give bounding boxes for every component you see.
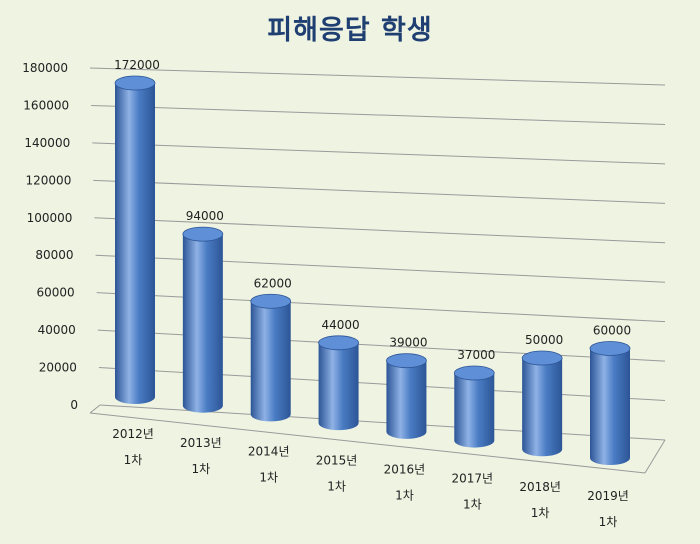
- bar: [115, 83, 155, 405]
- x-tick-label: 2018년: [519, 480, 561, 494]
- data-label: 50000: [525, 333, 563, 347]
- x-tick-label: 2012년: [112, 427, 154, 441]
- data-label: 94000: [186, 209, 224, 223]
- x-tick-label-line2: 1차: [192, 462, 211, 476]
- bar-top: [386, 353, 427, 369]
- data-label: 39000: [389, 336, 427, 350]
- data-label: 172000: [114, 58, 160, 72]
- y-tick-label: 40000: [38, 323, 76, 337]
- gridline: [92, 142, 666, 165]
- bar-top: [182, 226, 224, 242]
- data-label: 44000: [321, 318, 359, 332]
- y-tick-label: 0: [70, 398, 78, 412]
- x-tick-label: 2019년: [587, 489, 629, 503]
- bar: [182, 234, 223, 413]
- x-tick-label-line2: 1차: [463, 497, 482, 511]
- x-tick-label-line2: 1차: [259, 471, 278, 485]
- gridline: [93, 179, 666, 204]
- y-tick-label: 60000: [36, 286, 74, 300]
- bar-top: [453, 365, 495, 381]
- y-tick-label: 100000: [27, 211, 73, 225]
- y-tick-label: 140000: [24, 136, 70, 150]
- bar-top: [250, 293, 292, 309]
- x-tick-label-line2: 1차: [395, 488, 414, 502]
- y-tick-label: 120000: [26, 173, 72, 187]
- y-tick-label: 180000: [22, 61, 68, 75]
- bar-top: [318, 335, 359, 351]
- floor-edge-front: [89, 412, 646, 474]
- x-tick-label: 2015년: [316, 454, 358, 468]
- bar-top: [114, 75, 156, 91]
- bar: [590, 348, 630, 465]
- bar: [318, 342, 359, 431]
- data-label: 37000: [457, 348, 495, 362]
- y-tick-label: 160000: [23, 98, 69, 112]
- x-tick-label-line2: 1차: [531, 506, 550, 520]
- floor-edge-right: [644, 439, 666, 474]
- bar: [250, 301, 291, 422]
- bar: [454, 373, 495, 448]
- data-label: 60000: [593, 323, 631, 337]
- gridline: [96, 292, 666, 323]
- gridline: [94, 217, 666, 244]
- bar: [522, 358, 563, 457]
- y-tick-label: 20000: [39, 361, 77, 375]
- bar-top: [521, 350, 563, 366]
- x-tick-label: 2016년: [384, 462, 426, 476]
- x-tick-label-line2: 1차: [124, 453, 143, 467]
- floor-edge-left: [89, 404, 101, 414]
- x-tick-label: 2013년: [180, 436, 222, 450]
- y-tick-label: 80000: [35, 248, 73, 262]
- x-tick-label-line2: 1차: [327, 480, 346, 494]
- chart-title: 피해응답 학생: [267, 15, 433, 46]
- gridline: [99, 404, 666, 441]
- x-tick-label-line2: 1차: [599, 515, 618, 529]
- bar: [386, 360, 427, 439]
- x-tick-label: 2017년: [451, 471, 493, 485]
- x-tick-label: 2014년: [248, 445, 290, 459]
- data-label: 62000: [254, 276, 292, 290]
- gridline: [95, 254, 666, 283]
- gridline: [91, 104, 666, 125]
- gridline: [89, 67, 666, 86]
- bar-top: [589, 341, 631, 356]
